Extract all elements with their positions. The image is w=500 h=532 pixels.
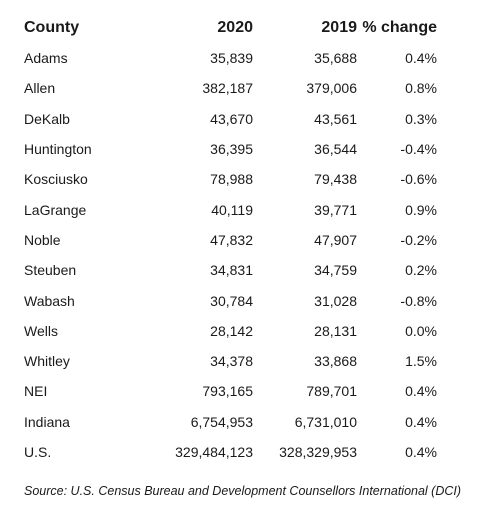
cell-2019: 35,688 (314, 50, 357, 67)
cell-percent-change: 0.2% (405, 262, 437, 279)
cell-2020: 78,988 (210, 171, 253, 188)
cell-county: LaGrange (24, 201, 87, 218)
cell-2019: 6,731,010 (294, 413, 357, 430)
cell-percent-change: -0.4% (400, 141, 437, 158)
header-county: County (24, 19, 80, 36)
table-row: Adams 35,839 35,688 0.4% (24, 43, 437, 73)
cell-percent-change: -0.8% (400, 292, 437, 309)
cell-county: Whitley (24, 353, 70, 370)
cell-county: Wells (24, 322, 58, 339)
header-2020: 2020 (217, 19, 253, 36)
cell-2020: 34,378 (210, 353, 253, 370)
cell-2020: 34,831 (210, 262, 253, 279)
table-row: Allen 382,187 379,006 0.8% (24, 73, 437, 103)
table-row: LaGrange 40,119 39,771 0.9% (24, 194, 437, 224)
cell-2020: 47,832 (210, 231, 253, 248)
cell-2019: 34,759 (314, 262, 357, 279)
cell-county: DeKalb (24, 110, 70, 127)
cell-percent-change: 0.4% (405, 413, 437, 430)
table-row: Wabash 30,784 31,028 -0.8% (24, 285, 437, 315)
cell-percent-change: 0.4% (405, 50, 437, 67)
cell-county: Huntington (24, 141, 92, 158)
cell-2020: 793,165 (202, 383, 253, 400)
header-2019: 2019 (321, 19, 357, 36)
table-row: Noble 47,832 47,907 -0.2% (24, 225, 437, 255)
cell-2019: 79,438 (314, 171, 357, 188)
cell-2020: 36,395 (210, 141, 253, 158)
cell-2019: 47,907 (314, 231, 357, 248)
cell-county: Allen (24, 80, 56, 97)
table-body: Adams 35,839 35,688 0.4% Allen 382,187 379,006… (24, 43, 437, 467)
table-row: Wells 28,142 28,131 0.0% (24, 316, 437, 346)
source-note: Source: U.S. Census Bureau and Developme… (24, 484, 462, 498)
cell-2020: 329,484,123 (175, 444, 253, 460)
cell-county: U.S. (24, 444, 52, 460)
cell-percent-change: 1.5% (405, 353, 437, 370)
cell-county: Adams (24, 50, 68, 67)
cell-2020: 28,142 (210, 322, 253, 339)
cell-2020: 43,670 (210, 110, 253, 127)
table-header-row: County 2020 2019 % change (24, 13, 437, 43)
cell-percent-change: 0.0% (405, 322, 437, 339)
cell-2019: 39,771 (314, 201, 357, 218)
cell-2019: 31,028 (314, 292, 357, 309)
cell-county: NEI (24, 383, 48, 400)
cell-percent-change: 0.4% (405, 383, 437, 400)
cell-2020: 35,839 (210, 50, 253, 67)
table-row: Indiana 6,754,953 6,731,010 0.4% (24, 407, 437, 437)
cell-percent-change: 0.4% (405, 444, 437, 460)
table-row: Huntington 36,395 36,544 -0.4% (24, 134, 437, 164)
table-row: Kosciusko 78,988 79,438 -0.6% (24, 164, 437, 194)
cell-county: Kosciusko (24, 171, 88, 188)
cell-2020: 6,754,953 (190, 413, 253, 430)
table-row: DeKalb 43,670 43,561 0.3% (24, 104, 437, 134)
cell-county: Steuben (24, 262, 77, 279)
cell-2019: 379,006 (306, 80, 357, 97)
cell-percent-change: 0.3% (405, 110, 437, 127)
table-row: NEI 793,165 789,701 0.4% (24, 376, 437, 406)
cell-percent-change: -0.6% (400, 171, 437, 188)
cell-2019: 328,329,953 (279, 444, 357, 460)
cell-percent-change: 0.9% (405, 201, 437, 218)
cell-2019: 43,561 (314, 110, 357, 127)
table-row: Steuben 34,831 34,759 0.2% (24, 255, 437, 285)
cell-2019: 36,544 (314, 141, 357, 158)
cell-2019: 28,131 (314, 322, 357, 339)
cell-2020: 40,119 (211, 201, 253, 218)
cell-2020: 30,784 (210, 292, 253, 309)
cell-county: Indiana (24, 413, 70, 430)
header-percent-change: % change (362, 19, 437, 36)
cell-2019: 789,701 (306, 383, 357, 400)
cell-2019: 33,868 (314, 353, 357, 370)
population-table: County 2020 2019 % change Adams 35,839 35,… (24, 13, 437, 467)
table-row: Whitley 34,378 33,868 1.5% (24, 346, 437, 376)
cell-county: Noble (24, 231, 61, 248)
cell-percent-change: -0.2% (400, 231, 437, 248)
cell-percent-change: 0.8% (405, 80, 437, 97)
cell-2020: 382,187 (202, 80, 253, 97)
table-row: U.S. 329,484,123 328,329,953 0.4% (24, 437, 437, 467)
cell-county: Wabash (24, 292, 75, 309)
